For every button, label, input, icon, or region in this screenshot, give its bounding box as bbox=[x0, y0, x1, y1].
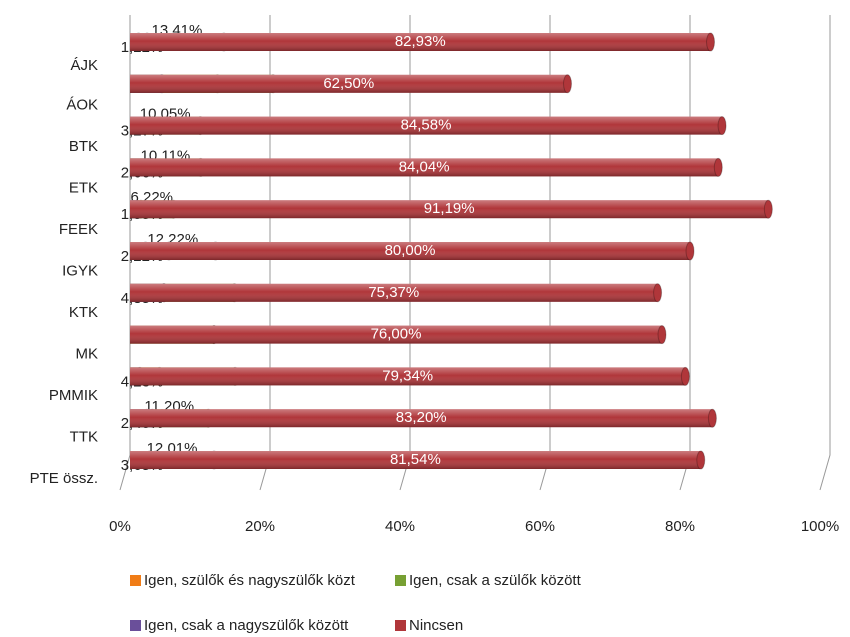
data-label: 91,19% bbox=[424, 200, 475, 217]
legend-label: Igen, szülők és nagyszülők közt bbox=[144, 572, 356, 589]
y-tick-label: FEEK bbox=[59, 221, 98, 238]
legend-swatch bbox=[130, 575, 141, 586]
bar-segment bbox=[130, 74, 572, 94]
x-tick-label: 60% bbox=[525, 518, 555, 535]
y-tick-label: TTK bbox=[70, 428, 98, 445]
bar-segment bbox=[130, 366, 690, 386]
data-label: 82,93% bbox=[395, 33, 446, 50]
data-label: 75,37% bbox=[368, 284, 419, 301]
bar-segment bbox=[130, 241, 695, 261]
y-tick-label: ETK bbox=[69, 179, 98, 196]
data-label: 62,50% bbox=[323, 75, 374, 92]
bar-segment bbox=[130, 283, 663, 303]
y-tick-label: PMMIK bbox=[49, 387, 98, 404]
bar-segment bbox=[130, 116, 727, 136]
legend-label: Igen, csak a szülők között bbox=[409, 572, 582, 589]
y-tick-label: ÁJK bbox=[70, 57, 98, 74]
data-label: 84,04% bbox=[399, 158, 450, 175]
data-label: 80,00% bbox=[385, 242, 436, 259]
bar-segment bbox=[130, 408, 717, 428]
legend-swatch bbox=[130, 620, 141, 631]
data-label: 76,00% bbox=[371, 326, 422, 343]
legend-swatch bbox=[395, 620, 406, 631]
y-tick-label: ÁOK bbox=[66, 96, 98, 113]
bar-segment bbox=[130, 450, 706, 470]
y-tick-label: KTK bbox=[69, 304, 98, 321]
x-tick-label: 40% bbox=[385, 518, 415, 535]
y-tick-label: BTK bbox=[69, 138, 98, 155]
y-tick-label: MK bbox=[76, 345, 99, 362]
data-label: 79,34% bbox=[382, 367, 433, 384]
bar-segment bbox=[130, 199, 773, 219]
legend-label: Igen, csak a nagyszülők között bbox=[144, 617, 349, 634]
data-label: 83,20% bbox=[396, 409, 447, 426]
y-tick-label: PTE össz. bbox=[30, 470, 98, 487]
legend-swatch bbox=[395, 575, 406, 586]
bar-segment bbox=[130, 157, 723, 177]
grid-line bbox=[819, 15, 831, 491]
x-tick-label: 0% bbox=[109, 518, 131, 535]
bar-segment bbox=[130, 32, 716, 52]
y-tick-label: IGYK bbox=[62, 262, 98, 279]
x-tick-label: 20% bbox=[245, 518, 275, 535]
legend-label: Nincsen bbox=[409, 617, 463, 634]
data-label: 84,58% bbox=[401, 117, 452, 134]
data-label: 81,54% bbox=[390, 451, 441, 468]
x-tick-label: 80% bbox=[665, 518, 695, 535]
x-tick-label: 100% bbox=[801, 518, 839, 535]
bar-segment bbox=[130, 325, 667, 345]
